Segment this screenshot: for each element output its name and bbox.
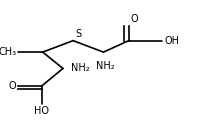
Text: HO: HO <box>34 106 49 116</box>
Text: NH₂: NH₂ <box>71 64 90 73</box>
Text: CH₃: CH₃ <box>0 47 16 57</box>
Text: O: O <box>131 14 138 24</box>
Text: S: S <box>75 29 81 39</box>
Text: OH: OH <box>164 36 179 46</box>
Text: NH₂: NH₂ <box>96 61 115 71</box>
Text: O: O <box>9 81 16 91</box>
